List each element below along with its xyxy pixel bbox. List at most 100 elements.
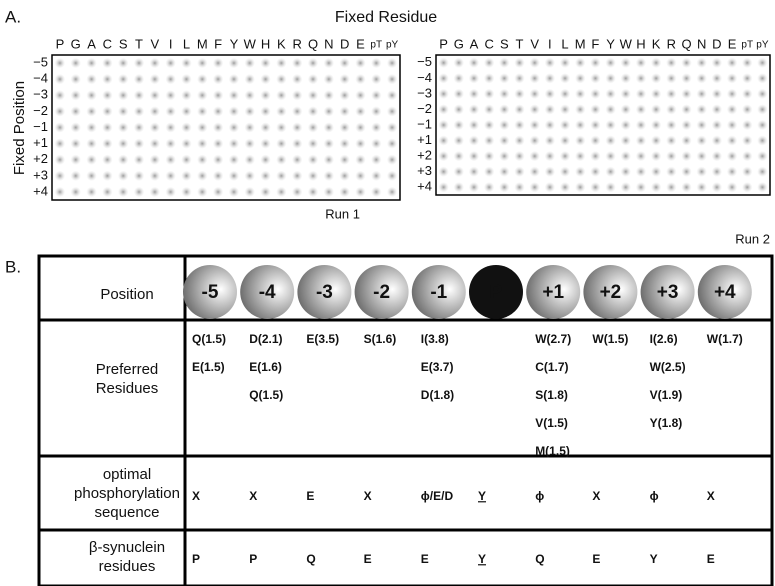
spot bbox=[71, 74, 81, 84]
panel-label: B. bbox=[5, 257, 21, 276]
synuclein-residue: E bbox=[707, 552, 715, 566]
spot bbox=[355, 90, 365, 100]
optimal-residue: X bbox=[249, 489, 257, 503]
spot bbox=[727, 58, 737, 68]
spot bbox=[308, 155, 318, 165]
spot bbox=[87, 155, 97, 165]
optimal-residue: ϕ/E/D bbox=[421, 489, 454, 503]
spot bbox=[530, 136, 540, 146]
spot bbox=[697, 182, 707, 192]
spot bbox=[454, 58, 464, 68]
column-label: V bbox=[150, 36, 159, 51]
spot bbox=[545, 89, 555, 99]
row-label: +4 bbox=[417, 179, 432, 194]
spot bbox=[387, 123, 397, 133]
spot bbox=[499, 151, 509, 161]
spot bbox=[55, 187, 65, 197]
spot bbox=[276, 187, 286, 197]
column-label: C bbox=[103, 36, 112, 51]
column-label: W bbox=[620, 36, 633, 51]
position-label: P bbox=[490, 282, 503, 303]
spot bbox=[590, 151, 600, 161]
spot bbox=[606, 89, 616, 99]
spot bbox=[213, 74, 223, 84]
row-label: +1 bbox=[33, 135, 48, 150]
spot bbox=[324, 171, 334, 181]
spot bbox=[499, 73, 509, 83]
spot bbox=[292, 187, 302, 197]
spot bbox=[308, 58, 318, 68]
spot bbox=[308, 187, 318, 197]
preferred-residue: W(1.7) bbox=[707, 332, 743, 346]
optimal-residue: X bbox=[592, 489, 600, 503]
spot bbox=[454, 151, 464, 161]
spot bbox=[757, 73, 767, 83]
spot bbox=[697, 167, 707, 177]
spot bbox=[181, 123, 191, 133]
spot bbox=[387, 74, 397, 84]
spot bbox=[55, 171, 65, 181]
spot bbox=[727, 89, 737, 99]
spot bbox=[261, 106, 271, 116]
synuclein-residue: Q bbox=[535, 552, 544, 566]
synuclein-residue: Q bbox=[306, 552, 315, 566]
spot bbox=[245, 74, 255, 84]
spot bbox=[181, 90, 191, 100]
spot bbox=[636, 151, 646, 161]
spot bbox=[727, 120, 737, 130]
row-label: +4 bbox=[33, 183, 48, 198]
preferred-residue: Y(1.8) bbox=[650, 416, 683, 430]
spot bbox=[545, 151, 555, 161]
spot bbox=[134, 139, 144, 149]
position-label: +2 bbox=[600, 282, 622, 303]
spot bbox=[499, 89, 509, 99]
spot bbox=[439, 167, 449, 177]
spot bbox=[292, 123, 302, 133]
spot bbox=[666, 89, 676, 99]
spot bbox=[682, 58, 692, 68]
spot bbox=[150, 58, 160, 68]
column-label: H bbox=[636, 36, 645, 51]
figure: A. Fixed Residue Fixed Position Run 1 Ru… bbox=[0, 0, 775, 586]
column-label: R bbox=[292, 36, 301, 51]
spot bbox=[621, 151, 631, 161]
spot bbox=[102, 139, 112, 149]
optimal-residue: ϕ bbox=[650, 489, 659, 503]
spot bbox=[651, 104, 661, 114]
spot bbox=[621, 182, 631, 192]
spot bbox=[324, 187, 334, 197]
row-label: −3 bbox=[417, 85, 432, 100]
spot bbox=[292, 139, 302, 149]
spot bbox=[261, 171, 271, 181]
spot bbox=[308, 106, 318, 116]
spot bbox=[712, 120, 722, 130]
spot bbox=[439, 136, 449, 146]
spot bbox=[371, 123, 381, 133]
preferred-residue: C(1.7) bbox=[535, 360, 568, 374]
spot bbox=[666, 120, 676, 130]
spot bbox=[355, 74, 365, 84]
spot bbox=[712, 182, 722, 192]
spot bbox=[575, 136, 585, 146]
column-label: W bbox=[244, 36, 257, 51]
spot bbox=[71, 187, 81, 197]
column-label: M bbox=[575, 36, 586, 51]
preferred-residue: S(1.6) bbox=[364, 332, 397, 346]
spot bbox=[606, 73, 616, 83]
spot bbox=[102, 155, 112, 165]
spot bbox=[651, 120, 661, 130]
position-label: -3 bbox=[316, 282, 333, 303]
spot bbox=[575, 182, 585, 192]
column-label: pY bbox=[386, 40, 399, 51]
spot bbox=[530, 89, 540, 99]
spot bbox=[276, 155, 286, 165]
spot bbox=[213, 187, 223, 197]
spot bbox=[102, 171, 112, 181]
spot bbox=[276, 123, 286, 133]
spot bbox=[484, 104, 494, 114]
preferred-residue: V(1.9) bbox=[650, 388, 683, 402]
spot bbox=[387, 139, 397, 149]
spot bbox=[276, 139, 286, 149]
spot bbox=[71, 90, 81, 100]
position-label: -4 bbox=[259, 282, 276, 303]
